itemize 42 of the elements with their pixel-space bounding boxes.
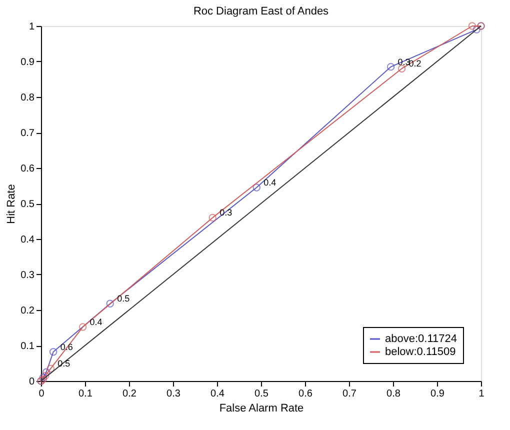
point	[208, 214, 216, 222]
annotation: 0.4	[90, 317, 102, 328]
y-tick-label: 0	[28, 376, 35, 388]
annotation: 0.5	[117, 294, 130, 304]
x-tick-label: 0.6	[298, 388, 313, 400]
x-tick-label: 0.9	[430, 388, 445, 400]
x-tick-label: 1	[478, 388, 485, 400]
y-tick-label: 0.7	[20, 128, 35, 139]
x-tick-label: 0.8	[386, 388, 401, 400]
x-tick-label: 0.1	[78, 388, 93, 400]
chart-title: Roc Diagram East of Andes	[193, 6, 330, 18]
point	[46, 364, 55, 372]
point	[252, 184, 260, 192]
point	[49, 348, 58, 356]
y-tick-label: 0.4	[20, 234, 35, 246]
y-tick-label: 1	[28, 22, 35, 32]
point	[106, 300, 114, 308]
y-tick-label: 0.9	[20, 57, 35, 68]
point	[42, 368, 50, 376]
y-tick-label: 0.5	[20, 199, 35, 210]
y-tick-label: 0.3	[20, 270, 35, 281]
y-tick-label: 0.2	[20, 306, 35, 316]
legend-label: above:0.11724	[385, 333, 457, 345]
x-tick-label: 0.5	[254, 388, 269, 400]
x-tick-label: 0	[38, 388, 45, 400]
annotation: 0.4	[264, 178, 276, 188]
y-tick-label: 0.6	[20, 164, 35, 174]
x-tick-label: 0.2	[122, 388, 137, 400]
x-tick-label: 0.3	[166, 388, 181, 400]
annotation: 0.2	[408, 58, 422, 69]
point	[386, 62, 395, 71]
y-tick-label: 0.8	[20, 92, 35, 104]
point	[468, 22, 476, 30]
y-tick-label: 0.1	[20, 341, 35, 352]
legend-label: below:0.11509	[385, 346, 456, 358]
x-tick-label: 0.4	[210, 388, 225, 400]
x-axis-title: False Alarm Rate	[219, 402, 304, 414]
point	[42, 372, 50, 380]
point	[78, 323, 87, 331]
x-tick-label: 0.7	[342, 388, 357, 400]
point	[472, 26, 480, 34]
y-axis-title: Hit Rate	[6, 184, 18, 224]
